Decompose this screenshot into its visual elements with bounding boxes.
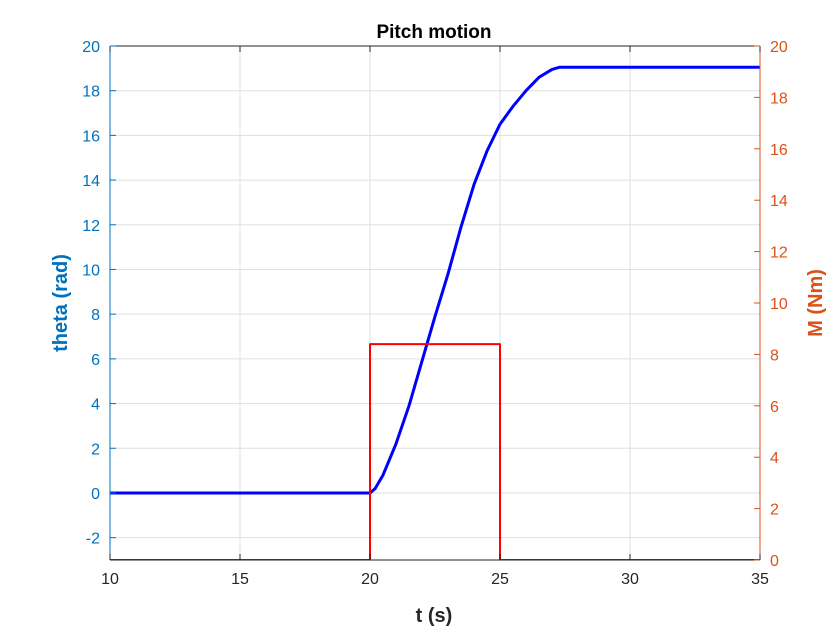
y-right-tick-label: 16 [770, 142, 788, 159]
y-left-tick-label: -2 [86, 531, 100, 548]
y-right-tick-label: 12 [770, 245, 788, 262]
grid [109, 45, 761, 560]
y-right-tick-label: 18 [770, 90, 788, 107]
moment-series-line [110, 343, 760, 560]
y-left-tick-label: 12 [82, 218, 100, 235]
y-right-axis-title: M (Nm) [805, 269, 827, 337]
y-left-tick-label: 16 [82, 128, 100, 145]
y-left-tick-label: 20 [82, 39, 100, 56]
series-layer [110, 65, 760, 560]
y-left-tick-label: 2 [91, 441, 100, 458]
y-left-tick-label: 10 [82, 262, 100, 279]
x-tick-label: 35 [751, 571, 769, 588]
y-left-tick-label: 18 [82, 84, 100, 101]
y-right-tick-label: 14 [770, 193, 788, 210]
y-left-tick-label: 8 [91, 307, 100, 324]
axes [109, 45, 761, 561]
y-right-tick-label: 2 [770, 502, 779, 519]
y-right-tick-label: 10 [770, 296, 788, 313]
y-right-tick-label: 4 [770, 450, 779, 467]
chart-title: Pitch motion [376, 22, 491, 43]
y-right-tick-label: 6 [770, 399, 779, 416]
x-tick-label: 10 [101, 571, 119, 588]
y-left-tick-label: 0 [91, 486, 100, 503]
y-left-tick-label: 4 [91, 397, 100, 414]
tick-labels: 10 15 20 25 30 35 -2 0 2 4 6 8 10 12 14 16 18 20 0 2 4 6 8 10 12… [82, 39, 788, 588]
y-right-tick-label: 8 [770, 347, 779, 364]
x-tick-label: 25 [491, 571, 509, 588]
theta-series-line [110, 65, 760, 495]
y-left-axis-title: theta (rad) [50, 254, 72, 352]
x-tick-label: 20 [361, 571, 379, 588]
x-axis-title: t (s) [416, 605, 453, 627]
x-tick-label: 30 [621, 571, 639, 588]
y-right-tick-label: 20 [770, 39, 788, 56]
x-tick-label: 15 [231, 571, 249, 588]
y-left-tick-label: 14 [82, 173, 100, 190]
y-left-tick-label: 6 [91, 352, 100, 369]
y-right-tick-label: 0 [770, 553, 779, 570]
